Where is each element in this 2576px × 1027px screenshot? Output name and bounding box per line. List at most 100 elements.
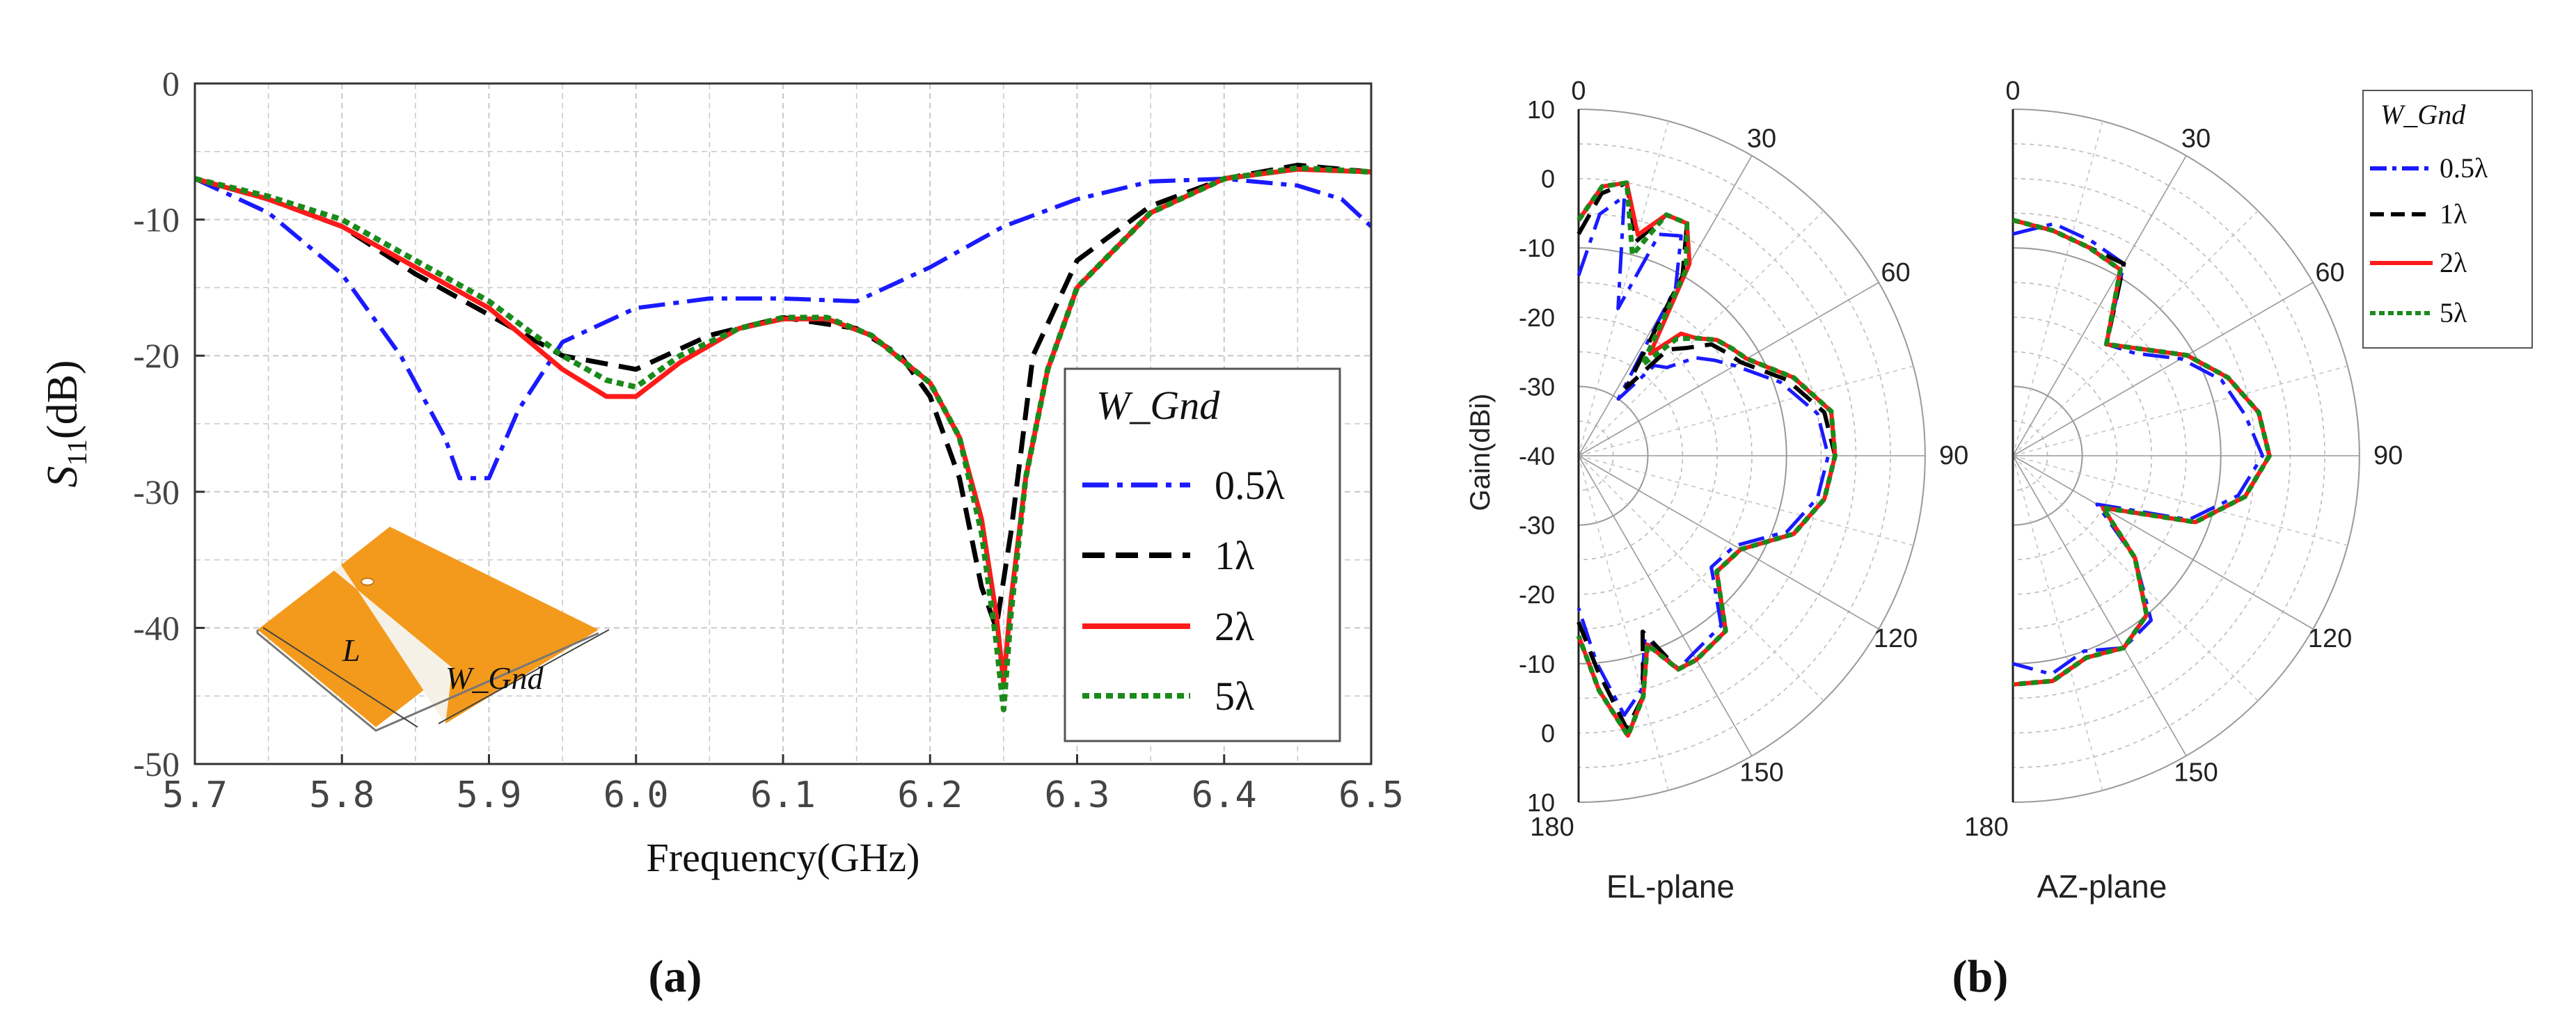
dimension-line-l <box>262 627 418 728</box>
polar-series-2 <box>2012 218 2272 687</box>
x-tick-label: 5.7 <box>162 774 228 816</box>
polar-angle-label: 0 <box>2005 77 2020 106</box>
polar-r-label: -10 <box>1519 234 1555 262</box>
legend-b-label-0: 0.5λ <box>2440 152 2488 184</box>
polar-spoke <box>2012 455 2259 701</box>
legend-b-title: W_Gnd <box>2380 99 2466 130</box>
subplot-label-az: AZ-plane <box>2037 868 2167 905</box>
antenna-ground-right <box>341 527 599 724</box>
polar-r-label: -30 <box>1519 372 1555 401</box>
axis-a-ticks: 5.7 5.8 5.9 6.0 6.1 6.2 6.3 6.4 6.5 0 -10 -20 -30 -40… <box>133 64 1404 816</box>
polar-ring <box>1578 351 1684 561</box>
inset-label-l: L <box>342 632 361 668</box>
polar-angle-label: 30 <box>1747 124 1776 153</box>
polar-spoke <box>1578 455 1669 791</box>
polar-angle-label: 180 <box>1964 813 2008 842</box>
series-line-1 <box>195 162 1371 630</box>
polar-series-3 <box>1576 180 1838 738</box>
y-tick-label: -10 <box>133 200 180 239</box>
polar-r-label: 10 <box>1527 95 1555 124</box>
legend-a-box <box>1064 367 1341 742</box>
polar-series-1 <box>2012 218 2272 687</box>
polar-spoke <box>2012 455 2314 630</box>
x-tick-label: 6.4 <box>1192 774 1257 816</box>
polar-ring <box>2012 282 2187 630</box>
polar-ring <box>1578 212 1822 699</box>
legend-b-label-1: 1λ <box>2440 198 2467 230</box>
polar-r-label: 0 <box>1541 165 1555 193</box>
panel-label-a: (a) <box>649 951 702 1002</box>
polar-angle-label: 30 <box>2181 124 2211 153</box>
polar-r-label: -40 <box>1519 442 1555 470</box>
y-tick-label: -20 <box>133 336 180 375</box>
legend-a-label-0: 0.5λ <box>1215 463 1285 508</box>
polar-r-label: -20 <box>1519 580 1555 609</box>
plot-a-series <box>195 162 1371 712</box>
polar-angle-label: 150 <box>2174 758 2218 788</box>
y-tick-label: -30 <box>133 472 180 511</box>
polar-ring <box>2012 351 2118 561</box>
polar-r-label: 0 <box>1541 719 1555 747</box>
polar-spoke <box>1578 282 1879 456</box>
legend-a-label-1: 1λ <box>1215 533 1254 578</box>
polar-angle-label: 120 <box>1874 624 1918 653</box>
polar-angle-label: 90 <box>2373 441 2403 470</box>
x-axis-label-a: Frequency(GHz) <box>647 835 920 880</box>
polar-az-plane: 0 30 60 90 120 150 180 <box>1964 77 2403 842</box>
antenna-edge <box>256 630 599 732</box>
legend-b-box <box>2362 90 2533 349</box>
polar-angle-label: 180 <box>1530 813 1574 842</box>
x-tick-label: 5.8 <box>309 774 374 816</box>
polar-series-3 <box>2012 218 2272 687</box>
y-axis-label-b: Gain(dBi) <box>1465 394 1496 511</box>
dimension-line-w <box>438 629 610 724</box>
series-line-0 <box>195 176 1371 481</box>
y-tick-label: 0 <box>162 64 180 103</box>
polar-spoke <box>2012 155 2187 456</box>
y-axis-label-a: S11(dB) <box>39 360 93 487</box>
polar-r-label: -10 <box>1519 650 1555 678</box>
x-tick-label: 6.3 <box>1045 774 1110 816</box>
polar-ring <box>2012 420 2048 491</box>
polar-r-label: 10 <box>1527 788 1555 817</box>
x-tick-label: 6.2 <box>897 774 963 816</box>
inset-label-w: W_Gnd <box>445 660 544 696</box>
polar-spoke <box>1578 455 1753 756</box>
antenna-ground-left <box>258 571 452 727</box>
series-line-3 <box>195 165 1371 712</box>
polar-angle-label: 60 <box>1881 258 1910 287</box>
polar-spoke <box>1578 455 1879 630</box>
antenna-inset: L W_Gnd <box>256 527 610 732</box>
panel-b: 0306090120150180100-10-20-30-40-30-20-10… <box>1465 77 2533 1002</box>
polar-spoke <box>2012 455 2187 756</box>
polar-angle-label: 120 <box>2308 624 2352 653</box>
legend-b-label-3: 5λ <box>2440 297 2467 328</box>
polar-series-2 <box>1577 180 1838 738</box>
x-tick-label: 6.5 <box>1338 774 1404 816</box>
polar-ring <box>1578 420 1614 491</box>
x-tick-label: 6.1 <box>750 774 816 816</box>
polar-ring <box>1578 282 1753 630</box>
polar-angle-label: 60 <box>2315 258 2344 287</box>
polar-r-label: -20 <box>1519 303 1555 332</box>
antenna-gap <box>334 565 452 724</box>
polar-el-plane: 0306090120150180100-10-20-30-40-30-20-10… <box>1519 77 1968 842</box>
polar-ring <box>2012 212 2257 699</box>
polar-spoke <box>2012 282 2314 456</box>
polar-angle-label: 0 <box>1571 77 1586 106</box>
y-tick-label: -40 <box>133 608 180 647</box>
polar-series-0 <box>2012 222 2265 676</box>
polar-spoke <box>2012 455 2103 791</box>
y-tick-label: -50 <box>133 745 180 783</box>
legend-a-label-3: 5λ <box>1215 674 1254 719</box>
panel-a: 5.7 5.8 5.9 6.0 6.1 6.2 6.3 6.4 6.5 0 -10 -20 -30 -40… <box>39 64 1404 1002</box>
legend-b-label-2: 2λ <box>2440 247 2467 278</box>
antenna-feed-icon <box>361 578 374 586</box>
polar-angle-label: 90 <box>1939 441 1968 470</box>
panel-label-b: (b) <box>1952 951 2009 1002</box>
x-tick-label: 6.0 <box>603 774 669 816</box>
x-tick-label: 5.9 <box>457 774 522 816</box>
legend-a-label-2: 2λ <box>1215 604 1254 649</box>
polar-r-label: -30 <box>1519 511 1555 540</box>
